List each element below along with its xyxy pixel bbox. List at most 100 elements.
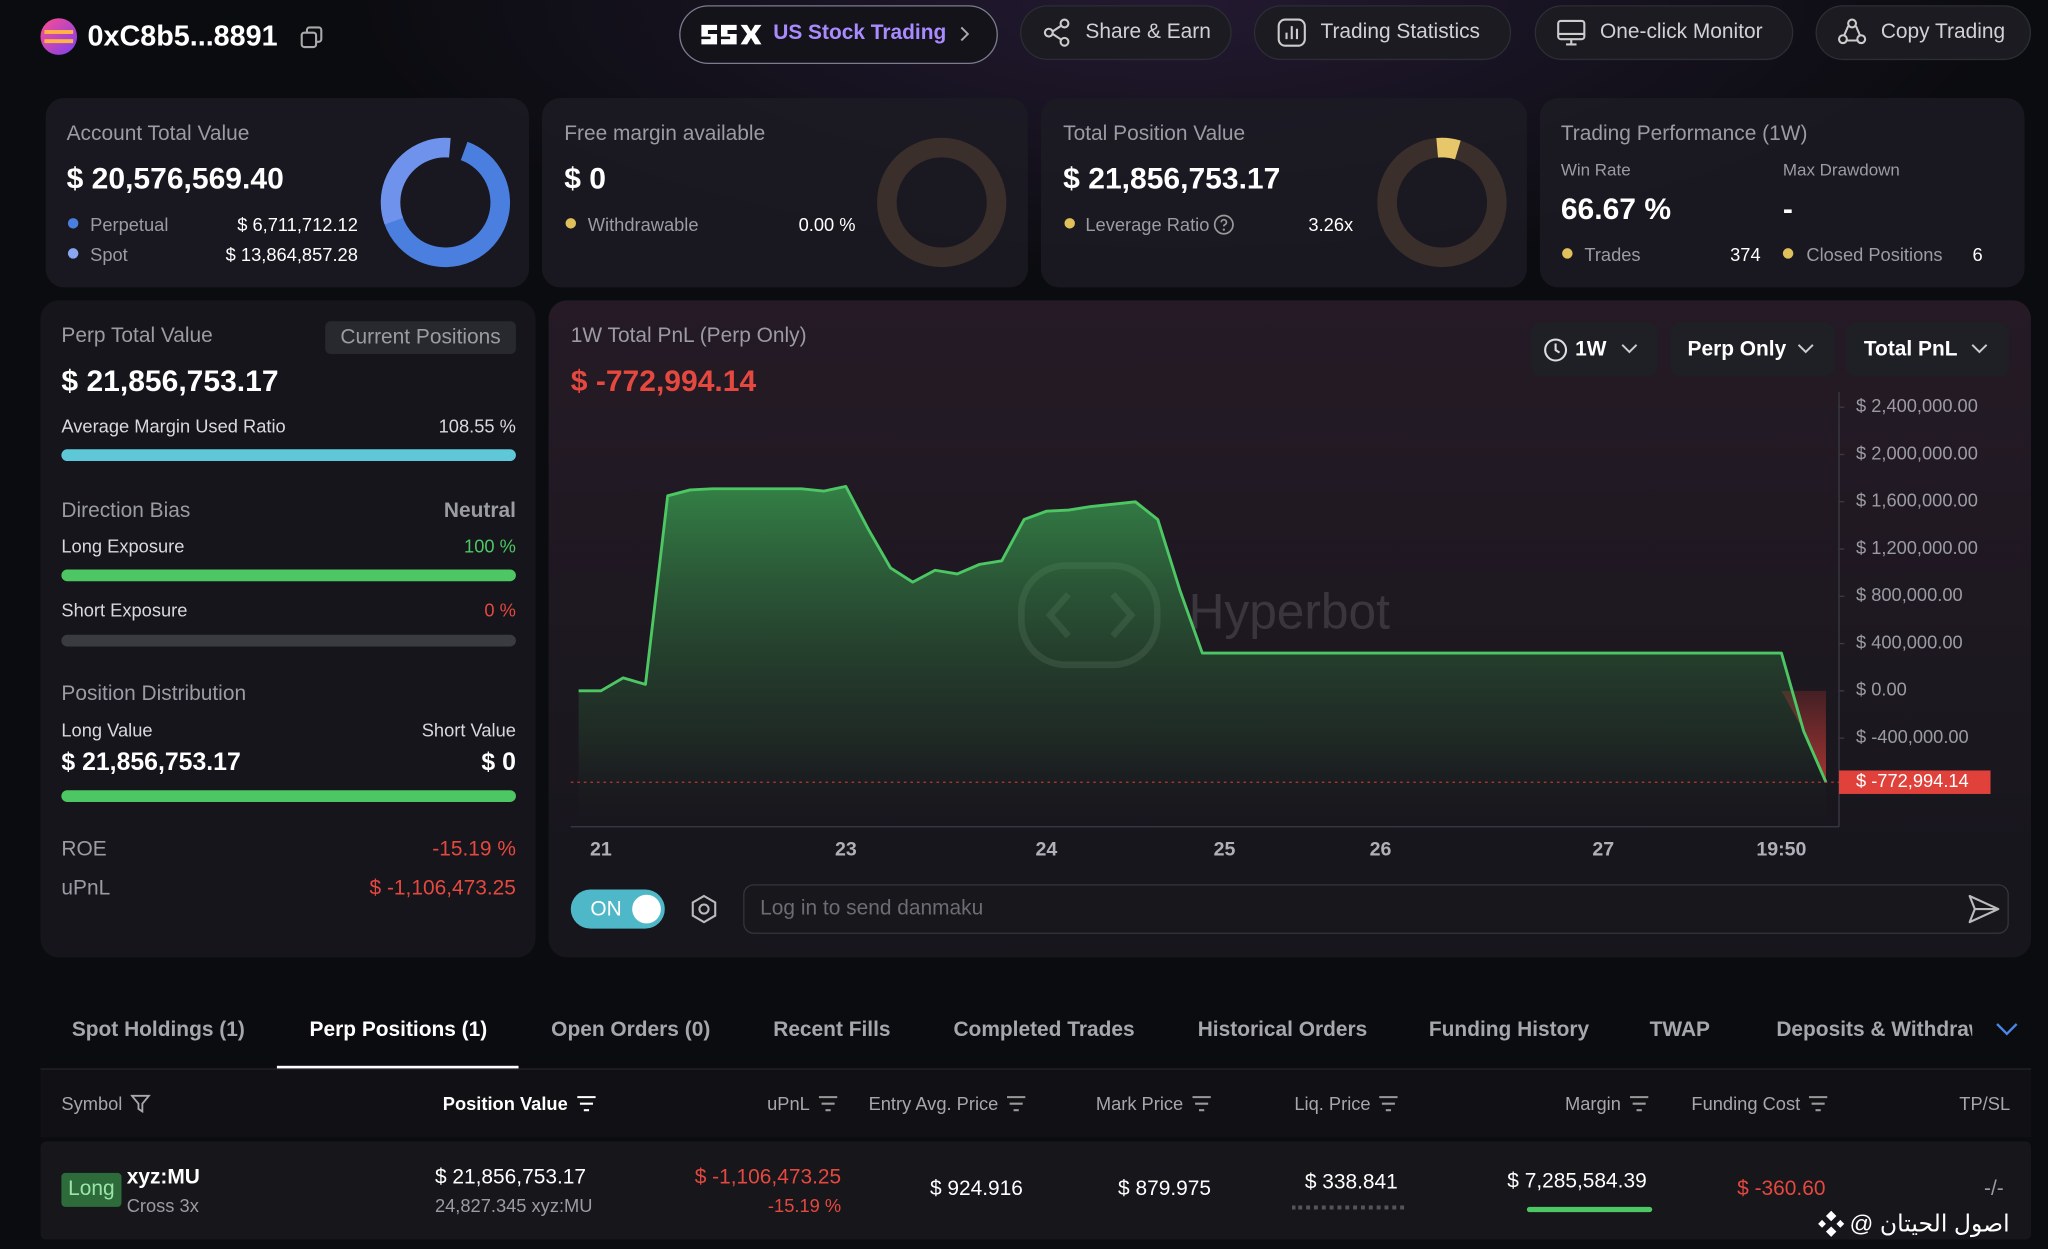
y-tick-label: $ 1,200,000.00 (1856, 537, 1978, 558)
filter-label[interactable]: Total PnL (1863, 338, 1958, 361)
avatar (40, 18, 78, 55)
card-value: $ 0 (564, 161, 607, 196)
panel-title: Perp Total Value (61, 325, 213, 348)
nav-logo (701, 24, 762, 45)
mark-price: $ 879.975 (1118, 1178, 1212, 1201)
label: Long Exposure (61, 535, 185, 557)
value: -15.19 % (432, 838, 516, 861)
margin-indicator (1526, 1206, 1653, 1213)
last-value-box (1839, 770, 1991, 794)
danmaku-input[interactable] (743, 884, 2009, 934)
clock-icon (1544, 338, 1568, 362)
x-tick-label: 23 (835, 838, 857, 860)
filter-label[interactable]: Perp Only (1687, 338, 1787, 361)
donut (877, 137, 1007, 268)
sort-icon[interactable] (1378, 1095, 1399, 1113)
label: Position Distribution (61, 683, 247, 706)
send-icon[interactable] (1967, 893, 2001, 924)
tab[interactable]: Deposits & Withdraw (1776, 1020, 1973, 1041)
tab[interactable]: TWAP (1649, 1018, 1710, 1041)
tab[interactable]: Historical Orders (1197, 1018, 1368, 1041)
card-title: Account Total Value (66, 122, 250, 145)
nav-button[interactable] (1815, 5, 2032, 61)
pnl-line (578, 484, 1828, 783)
nav-button[interactable] (1020, 5, 1232, 61)
progress-bar (61, 449, 516, 462)
nav-label[interactable]: Trading Statistics (1320, 20, 1480, 44)
tab[interactable]: Completed Trades (953, 1018, 1135, 1041)
row-value: 6 (1972, 244, 1983, 266)
x-tick-label: 21 (590, 838, 612, 860)
share-icon (1043, 18, 1070, 47)
legend-dot (1782, 248, 1794, 259)
tab[interactable]: Perp Positions (1) (309, 1018, 488, 1041)
value: 108.55 % (438, 415, 516, 437)
label: Direction Bias (61, 500, 191, 523)
table-row (40, 1141, 2032, 1240)
toggle-label[interactable]: ON (590, 898, 622, 921)
sort-icon[interactable] (1191, 1095, 1212, 1113)
label: Average Margin Used Ratio (61, 415, 286, 437)
margin-mode: Cross 3x (126, 1195, 199, 1216)
row-label: Spot (90, 244, 128, 266)
nav-button[interactable] (1534, 5, 1794, 61)
y-tick-label: $ 400,000.00 (1856, 631, 1963, 652)
liq-indicator (1291, 1205, 1405, 1210)
sort-icon[interactable] (576, 1095, 597, 1113)
perp-value: $ 21,856,753.17 (61, 363, 279, 398)
card-value: $ 21,856,753.17 (1063, 161, 1281, 196)
nav-label[interactable]: Share & Earn (1085, 20, 1211, 44)
tab[interactable]: Open Orders (0) (551, 1018, 711, 1041)
tab[interactable]: Funding History (1428, 1018, 1590, 1041)
credit: @ اصول الحيتان (1849, 1210, 2010, 1237)
settings-icon[interactable] (688, 893, 719, 924)
help-icon[interactable] (1213, 214, 1234, 235)
toggle-knob (632, 894, 661, 924)
donut (380, 137, 511, 268)
filter-label[interactable]: 1W (1575, 338, 1607, 361)
tab[interactable]: Spot Holdings (1) (71, 1018, 245, 1041)
funding-cost: $ -360.60 (1737, 1178, 1826, 1201)
upnl-pct: -15.19 % (767, 1195, 842, 1216)
nav-label[interactable]: Copy Trading (1880, 20, 2006, 44)
y-tick-label: $ 0.00 (1856, 679, 1907, 700)
sort-icon[interactable] (1006, 1095, 1027, 1113)
side: Long (68, 1178, 115, 1201)
position-size: 24,827.345 xyz:MU (434, 1195, 593, 1216)
tab[interactable]: Recent Fills (773, 1018, 891, 1041)
chevron (1797, 344, 1814, 354)
negative-area (1781, 690, 1826, 783)
row-value: $ 13,864,857.28 (225, 244, 358, 266)
nav-label[interactable]: One-click Monitor (1599, 20, 1763, 44)
x-tick-label: 25 (1214, 838, 1236, 860)
symbol[interactable]: xyz:MU (126, 1166, 200, 1189)
filter-button[interactable] (1530, 322, 1658, 377)
stat-label: Max Drawdown (1782, 159, 1900, 180)
divider (40, 1068, 2032, 1070)
tabs-chevron[interactable] (1996, 1023, 2018, 1037)
row-value: 374 (1730, 244, 1761, 266)
sort-icon[interactable] (818, 1095, 839, 1113)
sort-icon[interactable] (1808, 1095, 1829, 1113)
copy-icon[interactable] (300, 26, 324, 50)
column-header: Entry Avg. Price (868, 1093, 999, 1115)
row-label: Trades (1584, 244, 1641, 266)
filter-icon[interactable] (130, 1094, 151, 1113)
liq-price: $ 338.841 (1304, 1171, 1398, 1194)
label: Short Exposure (61, 599, 188, 621)
sort-icon[interactable] (1629, 1095, 1650, 1113)
legend-dot (1562, 248, 1573, 259)
column-header: Margin (1564, 1093, 1621, 1115)
card-title: Trading Performance (1W) (1560, 122, 1808, 145)
margin: $ 7,285,584.39 (1507, 1170, 1647, 1193)
stats-icon (1277, 18, 1306, 47)
row-label: Leverage Ratio (1085, 214, 1210, 236)
tp-sl: -/- (1983, 1178, 2004, 1201)
label: Short Value (421, 719, 516, 741)
nav-label[interactable]: US Stock Trading (773, 22, 947, 45)
column-header: Position Value (442, 1093, 568, 1115)
perp-panel (40, 300, 536, 958)
y-tick-label: $ 2,400,000.00 (1856, 395, 1978, 416)
chevron (1971, 344, 1988, 354)
column-header: Symbol (61, 1093, 123, 1115)
